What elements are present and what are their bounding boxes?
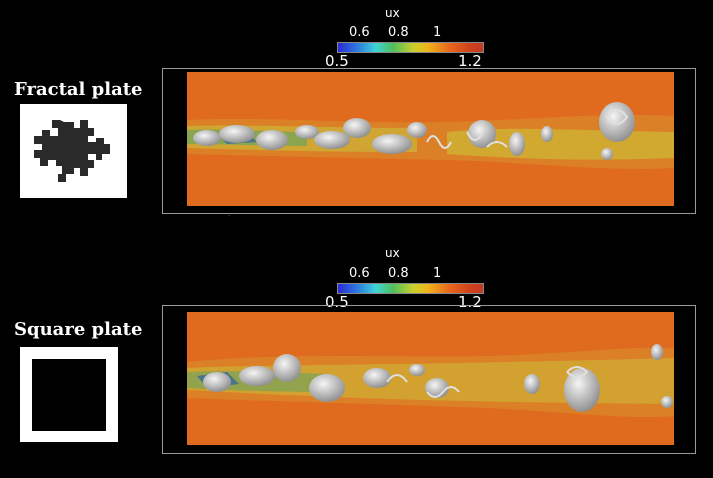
colorbar-min-label: 0.5 <box>325 52 349 70</box>
colorbar-tick: 0.8 <box>388 25 409 40</box>
fractal-shape-icon <box>20 104 127 198</box>
plate-label: Fractal plate <box>14 79 143 100</box>
colorbar-max-label: 1.2 <box>458 293 482 311</box>
colorbar-tick: 1 <box>433 266 442 281</box>
velocity-field-render <box>187 72 674 206</box>
colorbar-min-label: 0.5 <box>325 293 349 311</box>
fractal-plate-panel: Fractal plate ux 0.6 0.8 1 0.5 1.2 <box>14 6 696 220</box>
square-plate-image <box>20 347 118 442</box>
domain-bounding-box <box>162 305 696 454</box>
colorbar-max-label: 1.2 <box>458 52 482 70</box>
fractal-plate-image <box>20 104 127 198</box>
colorbar-tick: 0.6 <box>349 266 370 281</box>
domain-bounding-box <box>162 68 696 214</box>
velocity-field-render <box>187 312 674 445</box>
colorbar-tick: 1 <box>433 25 442 40</box>
square-plate-panel: Square plate ux 0.6 0.8 1 0.5 1.2 <box>0 239 713 478</box>
colorbar <box>337 42 484 53</box>
colorbar-tick: 0.6 <box>349 25 370 40</box>
plate-label: Square plate <box>14 319 143 340</box>
colorbar-title: ux <box>385 6 400 20</box>
square-shape-icon <box>20 347 118 442</box>
colorbar <box>337 283 484 294</box>
colorbar-tick: 0.8 <box>388 266 409 281</box>
axis-tick-mark: · <box>228 213 230 220</box>
colorbar-title: ux <box>385 246 400 260</box>
